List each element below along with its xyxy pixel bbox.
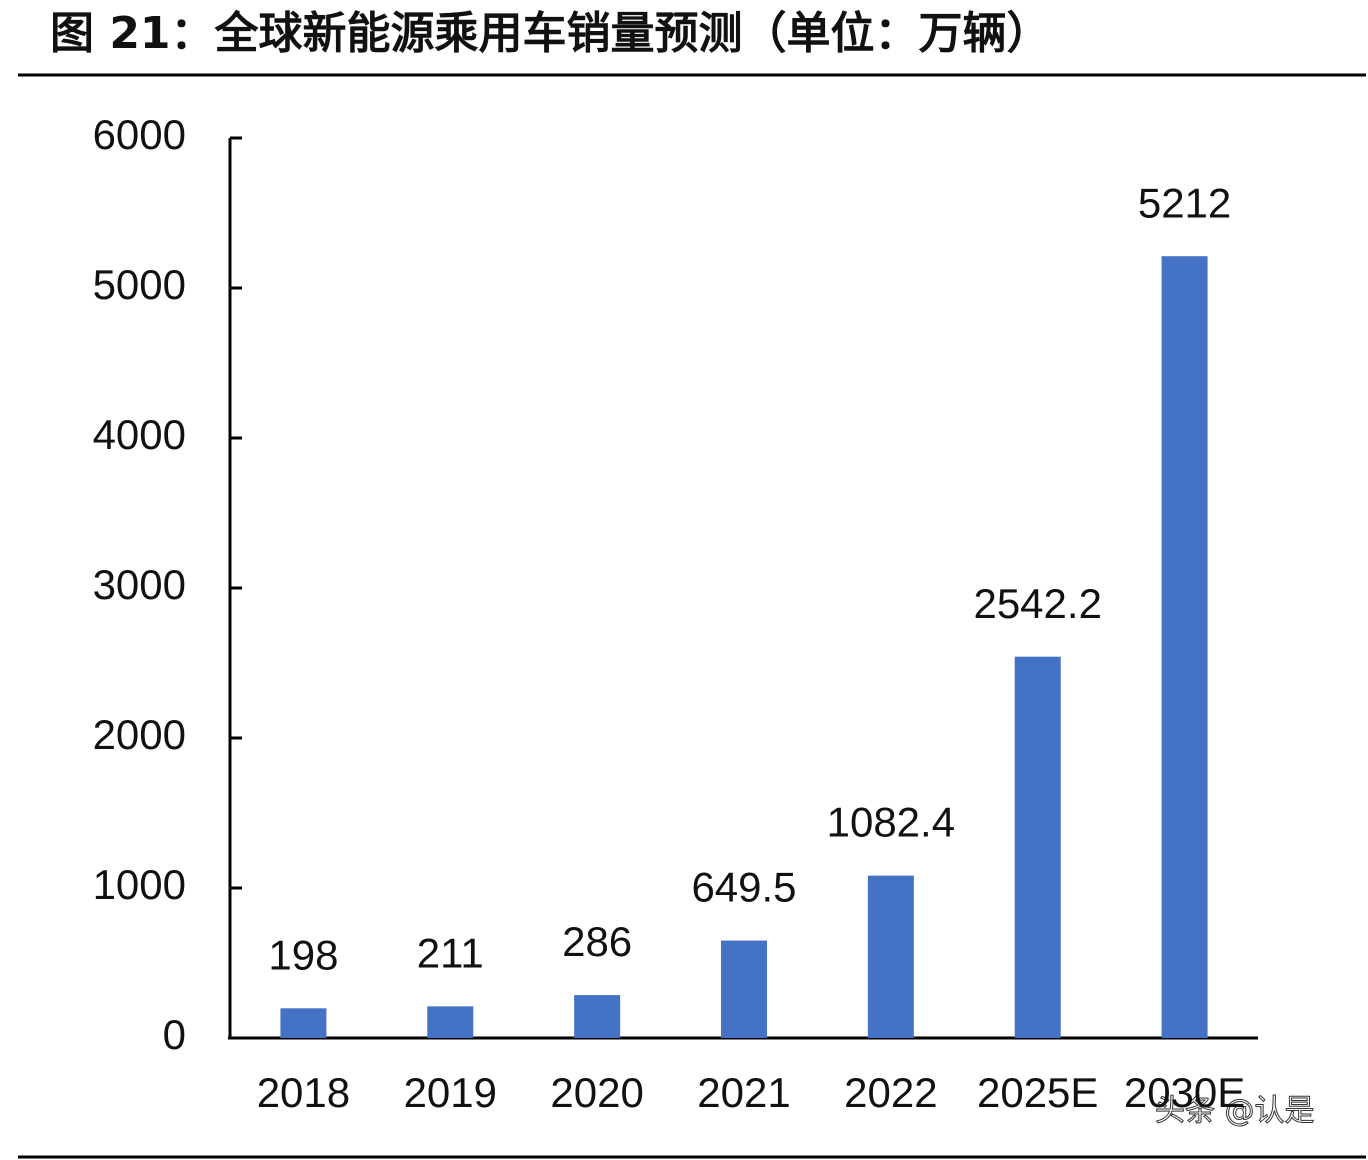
x-tick-label: 2025E: [977, 1069, 1098, 1116]
x-tick-label: 2019: [404, 1069, 497, 1116]
watermark: 头条 @认是: [1155, 1094, 1315, 1129]
bar: [280, 1008, 327, 1038]
value-label: 211: [417, 929, 484, 976]
value-label: 2542.2: [973, 580, 1101, 627]
x-tick-label: 2030E: [1124, 1069, 1245, 1116]
value-label: 286: [562, 918, 632, 965]
x-tick-label: 2020: [550, 1069, 643, 1116]
bar: [574, 995, 621, 1038]
x-tick-label: 2018: [257, 1069, 350, 1116]
value-label: 649.5: [691, 864, 796, 911]
bar: [1161, 256, 1208, 1038]
bar: [427, 1006, 474, 1038]
y-tick-label: 2000: [93, 711, 186, 758]
value-label: 198: [268, 931, 338, 978]
x-tick-label: 2022: [844, 1069, 937, 1116]
bar: [867, 875, 914, 1038]
y-tick-label: 1000: [93, 861, 186, 908]
y-tick-label: 3000: [93, 561, 186, 608]
x-tick-label: 2021: [697, 1069, 790, 1116]
bar: [1014, 656, 1061, 1038]
chart-title: 图 21：全球新能源乘用车销量预测（单位：万辆）: [50, 8, 1051, 59]
value-label: 5212: [1138, 179, 1231, 226]
y-tick-label: 0: [163, 1011, 186, 1058]
value-label: 1082.4: [827, 799, 955, 846]
y-tick-label: 6000: [93, 111, 186, 158]
y-tick-label: 5000: [93, 261, 186, 308]
bar: [721, 940, 767, 1038]
y-tick-label: 4000: [93, 411, 186, 458]
